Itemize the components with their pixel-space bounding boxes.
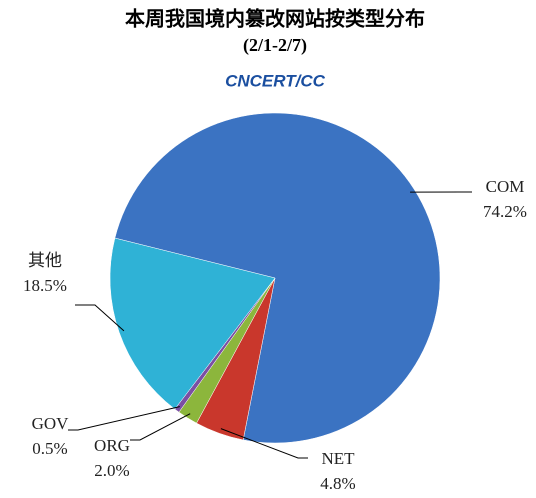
leader-line <box>130 413 191 441</box>
logo: CNCERT/CC <box>225 71 326 90</box>
chart-subtitle: (2/1-2/7) <box>243 35 307 56</box>
leader-line <box>220 428 308 459</box>
leader-line <box>68 406 180 431</box>
slice-value-label: 0.5% <box>32 439 67 458</box>
slice-label: 其他 <box>28 251 62 270</box>
slice-label: COM <box>486 177 525 196</box>
pie-slice <box>114 112 441 444</box>
leader-line <box>75 304 125 332</box>
slice-value-label: 2.0% <box>94 461 129 480</box>
slice-label: ORG <box>94 436 130 455</box>
chart-title: 本周我国境内篡改网站按类型分布 <box>125 7 425 31</box>
slice-value-label: 4.8% <box>320 474 355 493</box>
slice-label: NET <box>321 449 355 468</box>
pie-slice <box>109 237 276 410</box>
slice-value-label: 18.5% <box>23 276 67 295</box>
slice-label: GOV <box>32 414 70 433</box>
slice-value-label: 74.2% <box>483 202 527 221</box>
